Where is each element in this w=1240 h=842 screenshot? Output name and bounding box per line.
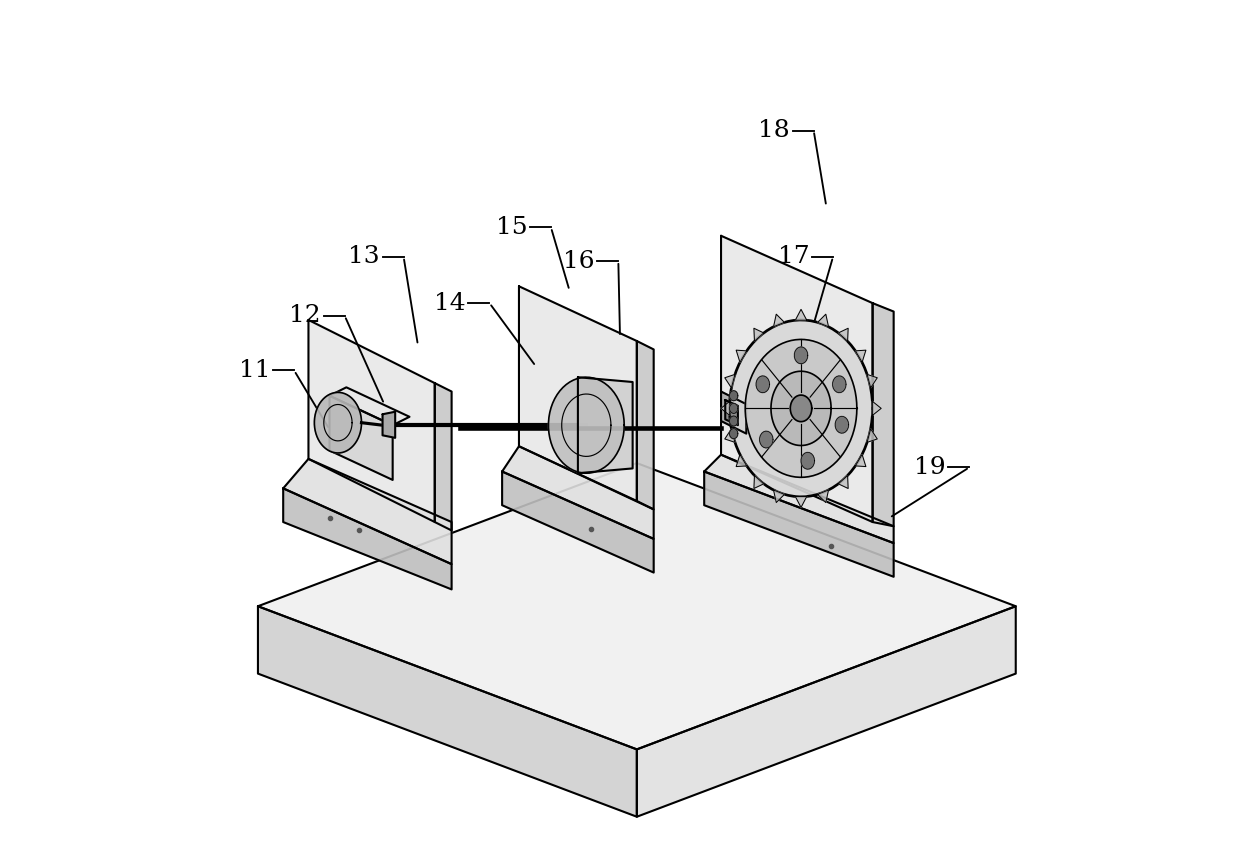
Polygon shape [637, 341, 653, 509]
Polygon shape [737, 455, 746, 466]
Polygon shape [383, 412, 396, 438]
Polygon shape [832, 376, 846, 392]
Text: 12: 12 [289, 304, 321, 328]
Polygon shape [754, 328, 764, 341]
Polygon shape [283, 488, 451, 589]
Polygon shape [502, 446, 653, 539]
Polygon shape [873, 303, 894, 526]
Polygon shape [760, 431, 773, 448]
Polygon shape [856, 455, 866, 466]
Polygon shape [795, 497, 807, 508]
Polygon shape [771, 371, 831, 445]
Polygon shape [838, 476, 848, 488]
Text: 11: 11 [239, 359, 270, 382]
Polygon shape [502, 472, 653, 573]
Polygon shape [836, 417, 848, 433]
Polygon shape [283, 459, 451, 564]
Polygon shape [867, 429, 877, 442]
Text: 15: 15 [496, 216, 527, 239]
Polygon shape [774, 490, 785, 503]
Polygon shape [725, 375, 735, 388]
Polygon shape [704, 455, 894, 543]
Polygon shape [867, 375, 877, 388]
Polygon shape [729, 429, 738, 439]
Text: 18: 18 [759, 119, 790, 142]
Polygon shape [729, 391, 738, 401]
Polygon shape [720, 402, 729, 415]
Polygon shape [838, 328, 848, 341]
Polygon shape [435, 383, 451, 530]
Polygon shape [720, 392, 746, 434]
Polygon shape [520, 286, 637, 501]
Polygon shape [704, 472, 894, 577]
Polygon shape [720, 236, 873, 522]
Text: 13: 13 [348, 245, 379, 269]
Polygon shape [330, 396, 393, 480]
Polygon shape [729, 416, 738, 426]
Text: 16: 16 [563, 249, 595, 273]
Polygon shape [801, 452, 815, 469]
Polygon shape [729, 403, 738, 413]
Polygon shape [315, 392, 362, 453]
Polygon shape [578, 377, 632, 473]
Polygon shape [873, 402, 882, 415]
Polygon shape [729, 320, 873, 497]
Polygon shape [725, 400, 738, 425]
Polygon shape [756, 376, 770, 392]
Polygon shape [774, 314, 785, 327]
Polygon shape [725, 429, 735, 442]
Polygon shape [258, 606, 637, 817]
Polygon shape [795, 309, 807, 320]
Polygon shape [817, 314, 828, 327]
Text: 14: 14 [434, 291, 466, 315]
Polygon shape [817, 490, 828, 503]
Polygon shape [790, 395, 812, 422]
Polygon shape [795, 347, 807, 364]
Text: 17: 17 [777, 245, 810, 269]
Polygon shape [548, 377, 624, 473]
Polygon shape [309, 320, 435, 522]
Polygon shape [745, 339, 857, 477]
Text: 19: 19 [914, 456, 946, 479]
Polygon shape [754, 476, 764, 488]
Polygon shape [637, 606, 1016, 817]
Polygon shape [330, 387, 409, 425]
Polygon shape [856, 350, 866, 362]
Polygon shape [258, 463, 1016, 749]
Polygon shape [737, 350, 746, 362]
